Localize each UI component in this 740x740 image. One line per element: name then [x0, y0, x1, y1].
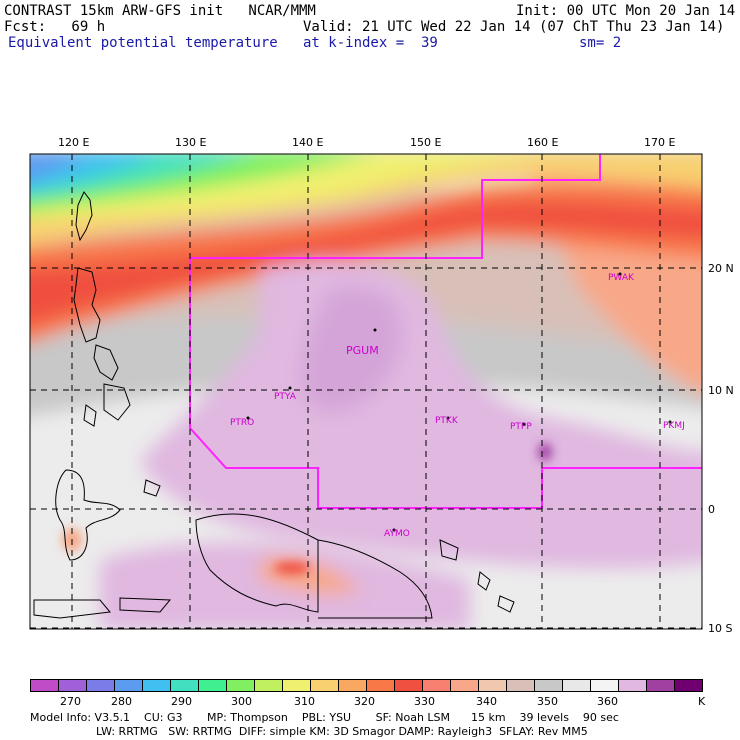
colorbar-label-360: 360 — [597, 695, 618, 708]
colorbar-swatch — [86, 679, 115, 692]
model-info-line1: Model Info: V3.5.1 CU: G3 MP: Thompson P… — [30, 711, 619, 724]
forecast-hour: Fcst: 69 h — [4, 19, 106, 35]
smoothing-info: sm= 2 — [579, 35, 622, 51]
colorbar-label-270: 270 — [60, 695, 81, 708]
temperature-field — [30, 154, 702, 629]
lat-lon-grid — [30, 154, 702, 629]
init-time: Init: 00 UTC Mon 20 Jan 14 — [516, 3, 736, 19]
colorbar-swatch — [310, 679, 339, 692]
map-frame — [29, 153, 703, 630]
colorbar-label-290: 290 — [171, 695, 192, 708]
colorbar-label-320: 320 — [354, 695, 375, 708]
station-markers — [246, 272, 672, 532]
colorbar-swatch — [142, 679, 171, 692]
colorbar-label-330: 330 — [414, 695, 435, 708]
station-ptpp: PTPP — [510, 422, 532, 432]
station-pgum: PGUM — [346, 344, 379, 357]
valid-time: Valid: 21 UTC Wed 22 Jan 14 (07 ChT Thu … — [303, 19, 725, 35]
colorbar-label-310: 310 — [294, 695, 315, 708]
station-pkmj: PKMJ — [663, 421, 685, 431]
colorbar-label-350: 350 — [537, 695, 558, 708]
colorbar-swatch — [226, 679, 255, 692]
colorbar-swatch — [478, 679, 507, 692]
colorbar-swatch — [562, 679, 591, 692]
colorbar-swatch — [394, 679, 423, 692]
lat-label-10n: 10 N — [708, 384, 734, 397]
lon-label-140e: 140 E — [292, 136, 324, 149]
lat-label-20n: 20 N — [708, 262, 734, 275]
colorbar-label-300: 300 — [231, 695, 252, 708]
colorbar-swatch — [506, 679, 535, 692]
colorbar-unit: K — [698, 695, 706, 708]
colorbar-swatch — [58, 679, 87, 692]
colorbar-swatch — [646, 679, 675, 692]
station-ptya: PTYA — [274, 392, 296, 402]
colorbar-swatch — [674, 679, 703, 692]
lon-label-150e: 150 E — [410, 136, 442, 149]
colorbar-swatch — [170, 679, 199, 692]
coastlines — [33, 191, 515, 619]
level-info: at k-index = 39 — [303, 35, 438, 51]
colorbar-label-340: 340 — [476, 695, 497, 708]
colorbar-swatch — [366, 679, 395, 692]
colorbar-swatch — [338, 679, 367, 692]
colorbar-swatch — [30, 679, 59, 692]
colorbar-swatch — [254, 679, 283, 692]
station-ptkk: PTKK — [435, 416, 458, 426]
colorbar-swatch — [590, 679, 619, 692]
colorbar-swatch — [534, 679, 563, 692]
colorbar-label-280: 280 — [111, 695, 132, 708]
station-ptro: PTRO — [230, 418, 255, 428]
model-info-line2: LW: RRTMG SW: RRTMG DIFF: simple KM: 3D … — [96, 725, 588, 738]
field-name: Equivalent potential temperature — [8, 35, 278, 51]
colorbar-swatch — [422, 679, 451, 692]
colorbar-swatch — [198, 679, 227, 692]
colorbar-swatch — [618, 679, 647, 692]
lat-label-0: 0 — [708, 503, 715, 516]
station-aymo: AYMO — [384, 529, 410, 539]
lon-label-130e: 130 E — [175, 136, 207, 149]
lon-label-170e: 170 E — [644, 136, 676, 149]
station-pwak: PWAK — [608, 273, 634, 283]
colorbar-swatch — [282, 679, 311, 692]
lon-label-160e: 160 E — [527, 136, 559, 149]
lon-label-120e: 120 E — [58, 136, 90, 149]
colorbar-swatch — [450, 679, 479, 692]
lat-label-10s: 10 S — [708, 622, 733, 635]
colorbar-swatch — [114, 679, 143, 692]
plot-title: CONTRAST 15km ARW-GFS init NCAR/MMM — [4, 3, 316, 19]
